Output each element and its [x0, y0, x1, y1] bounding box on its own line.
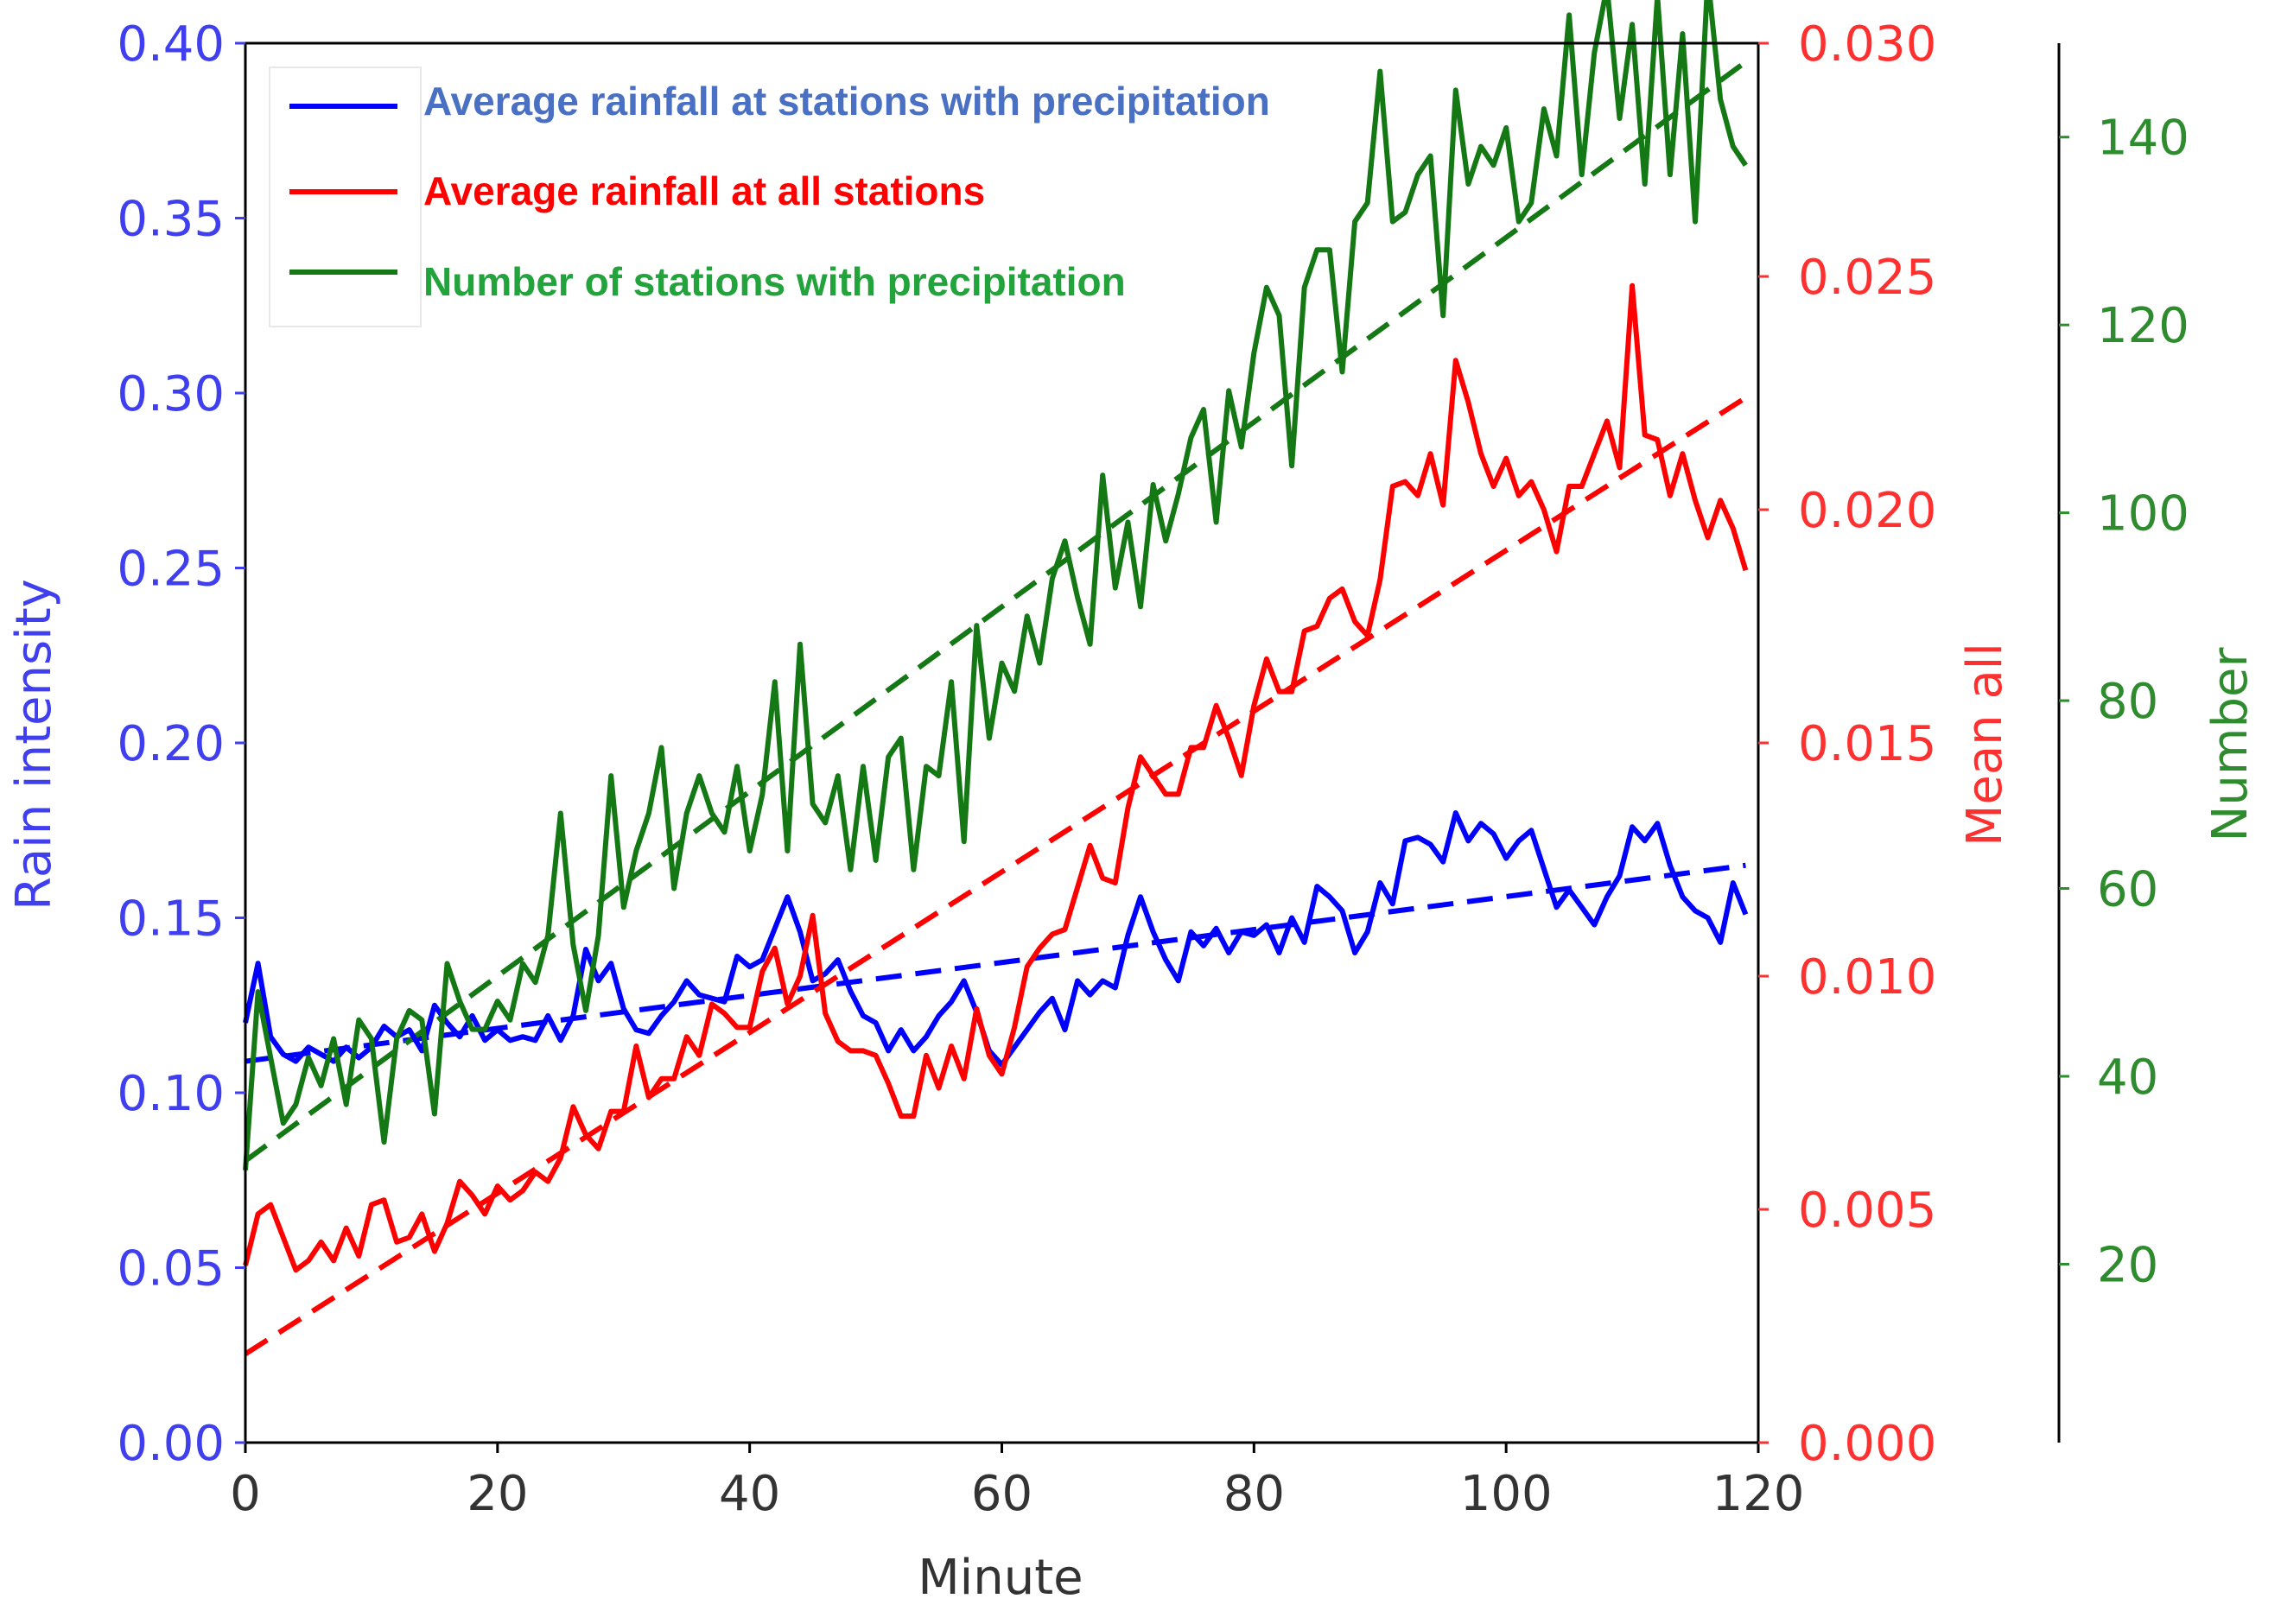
rain-tick-label: 0.20	[117, 716, 225, 772]
number-axis-label: Number	[2202, 647, 2259, 842]
legend-box	[269, 67, 422, 327]
rain-tick-label: 0.10	[117, 1066, 225, 1122]
series-line-mean	[243, 282, 1749, 1273]
number-tick-label: 20	[2097, 1237, 2158, 1293]
x-tick-label: 0	[230, 1466, 261, 1522]
number-tick-label: 80	[2097, 674, 2158, 730]
rain-tick-label: 0.35	[117, 192, 225, 248]
rain-tick-label: 0.40	[117, 16, 225, 73]
number-tick-label: 40	[2097, 1050, 2158, 1106]
mean-tick-label: 0.010	[1798, 949, 1936, 1005]
legend-label-red: Average rainfall at all stations	[423, 168, 985, 213]
x-axis-label: Minute	[918, 1550, 1083, 1606]
mean-tick-label: 0.020	[1798, 483, 1936, 539]
x-tick-label: 100	[1460, 1466, 1553, 1522]
mean-tick-label: 0.030	[1798, 16, 1936, 73]
mean-axis-label: Mean all	[1957, 643, 2013, 847]
legend-label-blue: Average rainfall at stations with precip…	[423, 79, 1270, 124]
x-tick-label: 80	[1223, 1466, 1285, 1522]
rain-tick-label: 0.05	[117, 1241, 225, 1297]
legend-label-green: Number of stations with precipitation	[423, 259, 1126, 304]
left-axis-label: Rain intensity	[6, 579, 62, 910]
x-tick-label: 60	[971, 1466, 1032, 1522]
rain-tick-label: 0.15	[117, 891, 225, 948]
series-line-rain	[243, 810, 1749, 1068]
mean-tick-label: 0.000	[1798, 1416, 1936, 1472]
rain-tick-label: 0.25	[117, 542, 225, 598]
x-tick-label: 40	[719, 1466, 780, 1522]
series-line-number	[243, 0, 1748, 1170]
x-tick-label: 120	[1712, 1466, 1805, 1522]
mean-tick-label: 0.025	[1798, 250, 1936, 306]
number-tick-label: 140	[2097, 111, 2189, 167]
axis-ticks: 0 20 40 60 80 100 120 0.00 0.05 0.10 0.15 0.20 0.25 0…	[117, 16, 2189, 1522]
mean-tick-label: 0.005	[1798, 1183, 1936, 1239]
mean-tick-label: 0.015	[1798, 716, 1936, 772]
number-tick-label: 100	[2097, 486, 2189, 542]
legend: Average rainfall at stations with precip…	[269, 67, 1270, 327]
number-tick-label: 60	[2097, 862, 2158, 918]
rain-tick-label: 0.00	[117, 1416, 225, 1472]
x-tick-label: 20	[467, 1466, 528, 1522]
series-lines	[243, 0, 1749, 1273]
number-tick-label: 120	[2097, 298, 2189, 354]
rain-tick-label: 0.30	[117, 366, 225, 422]
trend-line-number	[244, 60, 1748, 1164]
